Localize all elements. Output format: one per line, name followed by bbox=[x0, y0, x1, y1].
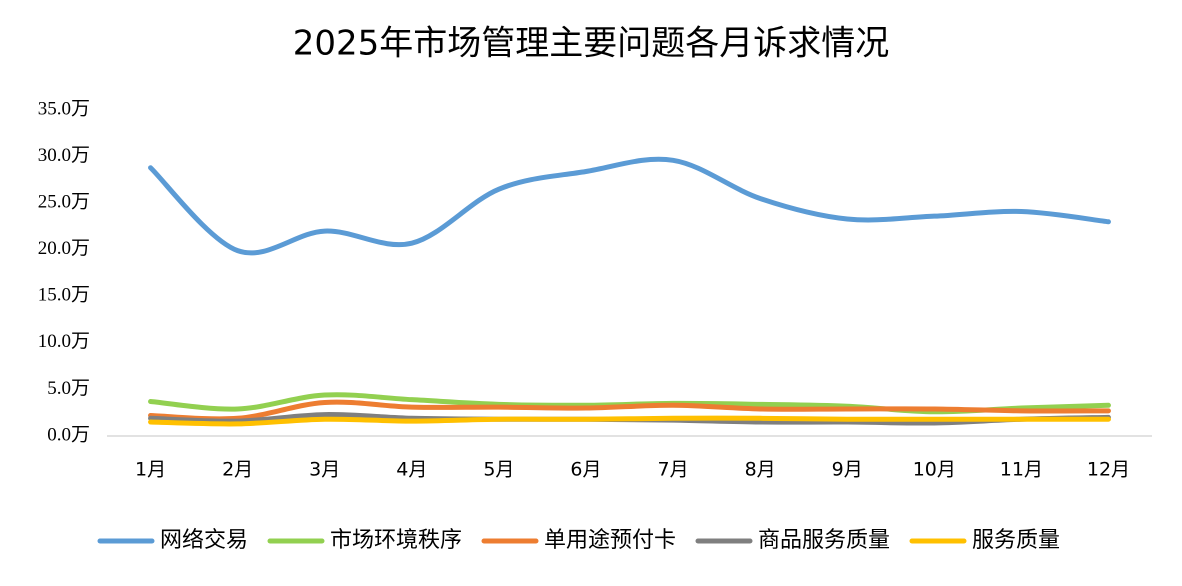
y-tick-label: 20.0万 bbox=[38, 238, 90, 259]
y-tick-label: 15.0万 bbox=[38, 285, 90, 306]
x-tick-label: 7月 bbox=[657, 459, 688, 481]
x-tick-label: 8月 bbox=[745, 459, 776, 481]
x-tick-label: 9月 bbox=[832, 459, 863, 481]
legend-label: 商品服务质量 bbox=[758, 528, 890, 553]
y-tick-label: 5.0万 bbox=[47, 378, 90, 399]
legend-label: 网络交易 bbox=[160, 528, 248, 553]
x-tick-label: 11月 bbox=[1000, 459, 1043, 481]
series-line bbox=[148, 415, 1111, 427]
y-tick-label: 25.0万 bbox=[38, 192, 90, 213]
y-tick-label: 10.0万 bbox=[38, 331, 90, 352]
chart-title: 2025年市场管理主要问题各月诉求情况 bbox=[293, 24, 890, 64]
x-tick-label: 10月 bbox=[913, 459, 956, 481]
series-line bbox=[148, 156, 1111, 256]
x-tick-label: 5月 bbox=[483, 459, 514, 481]
legend-label: 单用途预付卡 bbox=[544, 528, 676, 553]
series-line bbox=[148, 399, 1111, 422]
x-tick-label: 1月 bbox=[135, 459, 166, 481]
x-tick-label: 6月 bbox=[570, 459, 601, 481]
y-tick-label: 0.0万 bbox=[47, 424, 90, 445]
x-tick-label: 4月 bbox=[396, 459, 427, 481]
x-tick-label: 2月 bbox=[222, 459, 253, 481]
legend-label: 服务质量 bbox=[972, 528, 1060, 553]
x-tick-label: 12月 bbox=[1087, 459, 1130, 481]
y-tick-label: 30.0万 bbox=[38, 145, 90, 166]
x-tick-label: 3月 bbox=[309, 459, 340, 481]
y-tick-label: 35.0万 bbox=[38, 98, 90, 119]
legend-label: 市场环境秩序 bbox=[330, 528, 462, 553]
